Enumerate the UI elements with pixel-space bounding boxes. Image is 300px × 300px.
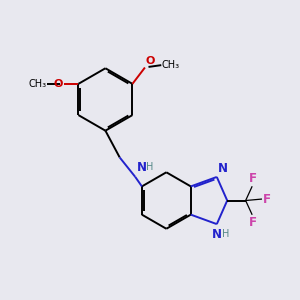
Text: O: O <box>53 79 63 89</box>
Text: H: H <box>146 162 153 172</box>
Text: N: N <box>212 228 222 241</box>
Text: CH₃: CH₃ <box>162 60 180 70</box>
Text: N: N <box>136 161 147 174</box>
Text: O: O <box>146 56 155 66</box>
Text: N: N <box>218 162 228 175</box>
Text: H: H <box>222 229 230 239</box>
Text: F: F <box>263 193 271 206</box>
Text: F: F <box>248 172 256 185</box>
Text: CH₃: CH₃ <box>28 79 46 89</box>
Text: F: F <box>248 216 256 229</box>
